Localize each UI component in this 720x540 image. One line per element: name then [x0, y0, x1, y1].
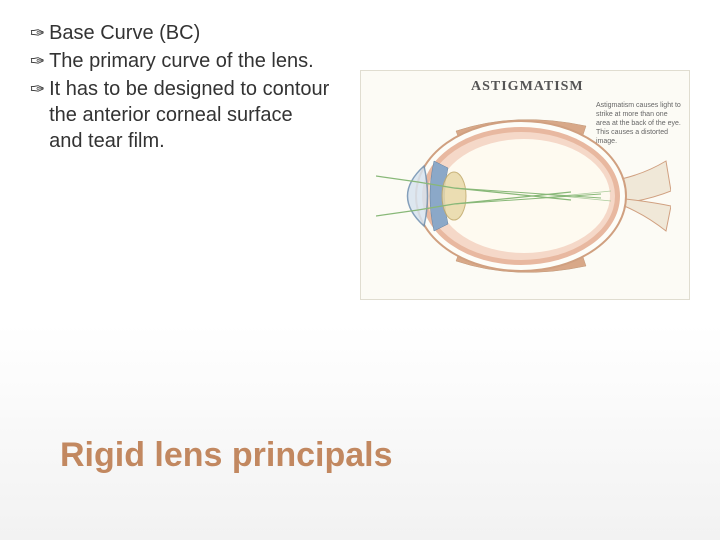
bullet-item: ✑ It has to be designed to contour the a… — [30, 76, 330, 154]
slide: ✑ Base Curve (BC) ✑ The primary curve of… — [0, 0, 720, 540]
bullet-icon: ✑ — [30, 48, 45, 74]
content-area: ✑ Base Curve (BC) ✑ The primary curve of… — [0, 0, 720, 300]
bullet-list: ✑ Base Curve (BC) ✑ The primary curve of… — [30, 20, 330, 300]
bullet-icon: ✑ — [30, 20, 45, 46]
eye-diagram: ASTIGMATISM Astigmatism causes light to … — [360, 70, 690, 300]
image-column: ASTIGMATISM Astigmatism causes light to … — [330, 20, 690, 300]
bullet-text: The primary curve of the lens. — [49, 48, 314, 74]
bullet-icon: ✑ — [30, 76, 45, 102]
bullet-text: It has to be designed to contour the ant… — [49, 76, 330, 154]
slide-title: Rigid lens principals — [60, 436, 393, 475]
eye-illustration — [376, 106, 671, 291]
diagram-heading: ASTIGMATISM — [471, 79, 584, 95]
bullet-item: ✑ The primary curve of the lens. — [30, 48, 330, 74]
bullet-text: Base Curve (BC) — [49, 20, 200, 46]
bullet-item: ✑ Base Curve (BC) — [30, 20, 330, 46]
